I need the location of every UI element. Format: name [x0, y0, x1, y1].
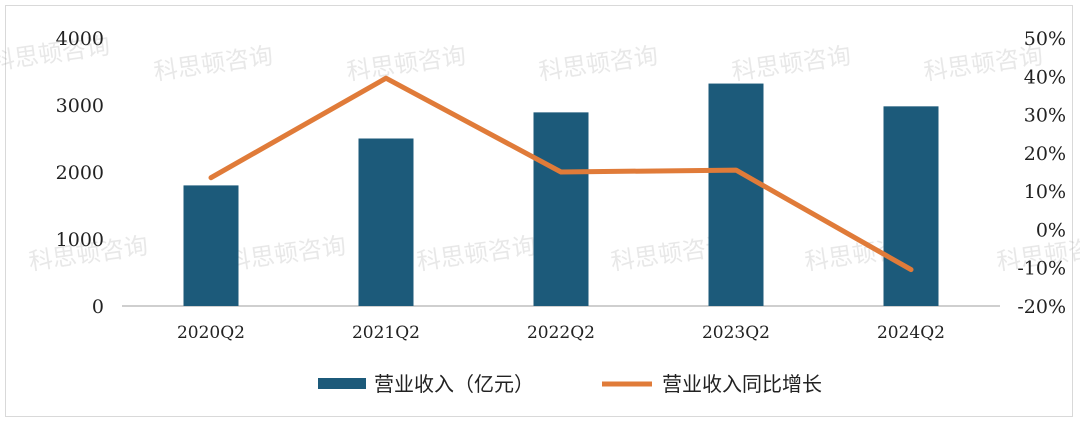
right-axis-tick: 0% — [1036, 219, 1066, 241]
watermark-text: 科思顿咨询 — [345, 42, 468, 86]
watermark-text: 科思顿咨询 — [537, 42, 660, 86]
left-axis-ticks: 0 1000 2000 3000 4000 — [56, 28, 104, 318]
left-axis-tick: 2000 — [56, 162, 104, 184]
right-axis-tick: 40% — [1024, 66, 1066, 88]
right-axis-tick: 20% — [1024, 143, 1066, 165]
growth-line-series — [208, 75, 914, 273]
x-axis-tick: 2024Q2 — [877, 323, 945, 343]
x-axis-tick: 2022Q2 — [527, 323, 595, 343]
legend-bar-label: 营业收入（亿元） — [374, 372, 534, 396]
bar-2023Q2 — [708, 83, 764, 306]
right-axis-tick: 30% — [1024, 105, 1066, 127]
right-axis-tick: -10% — [1017, 258, 1066, 280]
x-axis-tick: 2021Q2 — [352, 323, 420, 343]
right-axis-tick: 10% — [1024, 181, 1066, 203]
left-axis-tick: 3000 — [56, 95, 104, 117]
right-axis-ticks: -20% -10% 0% 10% 20% 30% 40% 50% — [1017, 28, 1066, 318]
left-axis-tick: 1000 — [56, 229, 104, 251]
left-axis-tick: 4000 — [56, 28, 104, 50]
x-axis-tick: 2020Q2 — [177, 323, 245, 343]
right-axis-tick: -20% — [1017, 296, 1066, 318]
left-axis-tick: 0 — [92, 296, 104, 318]
legend-bar-swatch — [318, 378, 366, 389]
watermark-text: 科思顿咨询 — [225, 232, 348, 276]
right-axis-tick: 50% — [1024, 28, 1066, 50]
bar-series — [183, 83, 939, 307]
watermark-text: 科思顿咨询 — [415, 232, 538, 276]
x-axis-ticks: 2020Q2 2021Q2 2022Q2 2023Q2 2024Q2 — [177, 323, 945, 343]
x-axis-tick: 2023Q2 — [702, 323, 770, 343]
watermark-text: 科思顿咨询 — [730, 42, 853, 86]
bar-2024Q2 — [883, 106, 939, 306]
watermark-text: 科思顿咨询 — [152, 42, 275, 86]
bar-2021Q2 — [358, 138, 414, 306]
legend: 营业收入（亿元） 营业收入同比增长 — [318, 372, 822, 396]
bar-2020Q2 — [183, 185, 239, 306]
bar-2022Q2 — [533, 112, 589, 307]
legend-line-label: 营业收入同比增长 — [662, 372, 822, 396]
